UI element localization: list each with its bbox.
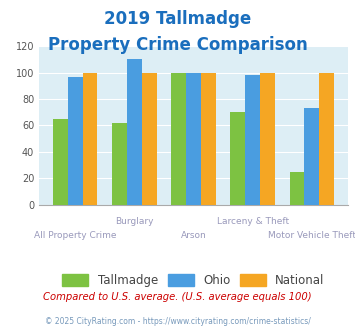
Bar: [201, 73, 215, 205]
Text: Burglary: Burglary: [115, 217, 154, 226]
Bar: [304, 108, 319, 205]
Bar: [290, 172, 304, 205]
Text: All Property Crime: All Property Crime: [34, 231, 116, 240]
Bar: [142, 73, 157, 205]
Bar: [127, 59, 142, 205]
Bar: [171, 73, 186, 205]
Bar: [53, 119, 68, 205]
Bar: [230, 112, 245, 205]
Bar: [186, 73, 201, 205]
Bar: [112, 123, 127, 205]
Text: Compared to U.S. average. (U.S. average equals 100): Compared to U.S. average. (U.S. average …: [43, 292, 312, 302]
Text: Property Crime Comparison: Property Crime Comparison: [48, 36, 307, 54]
Bar: [319, 73, 334, 205]
Bar: [83, 73, 97, 205]
Bar: [245, 75, 260, 205]
Bar: [260, 73, 275, 205]
Text: Motor Vehicle Theft: Motor Vehicle Theft: [268, 231, 355, 240]
Legend: Tallmadge, Ohio, National: Tallmadge, Ohio, National: [62, 274, 324, 287]
Text: Arson: Arson: [181, 231, 206, 240]
Text: 2019 Tallmadge: 2019 Tallmadge: [104, 10, 251, 28]
Bar: [68, 77, 83, 205]
Text: Larceny & Theft: Larceny & Theft: [217, 217, 289, 226]
Text: © 2025 CityRating.com - https://www.cityrating.com/crime-statistics/: © 2025 CityRating.com - https://www.city…: [45, 317, 310, 326]
